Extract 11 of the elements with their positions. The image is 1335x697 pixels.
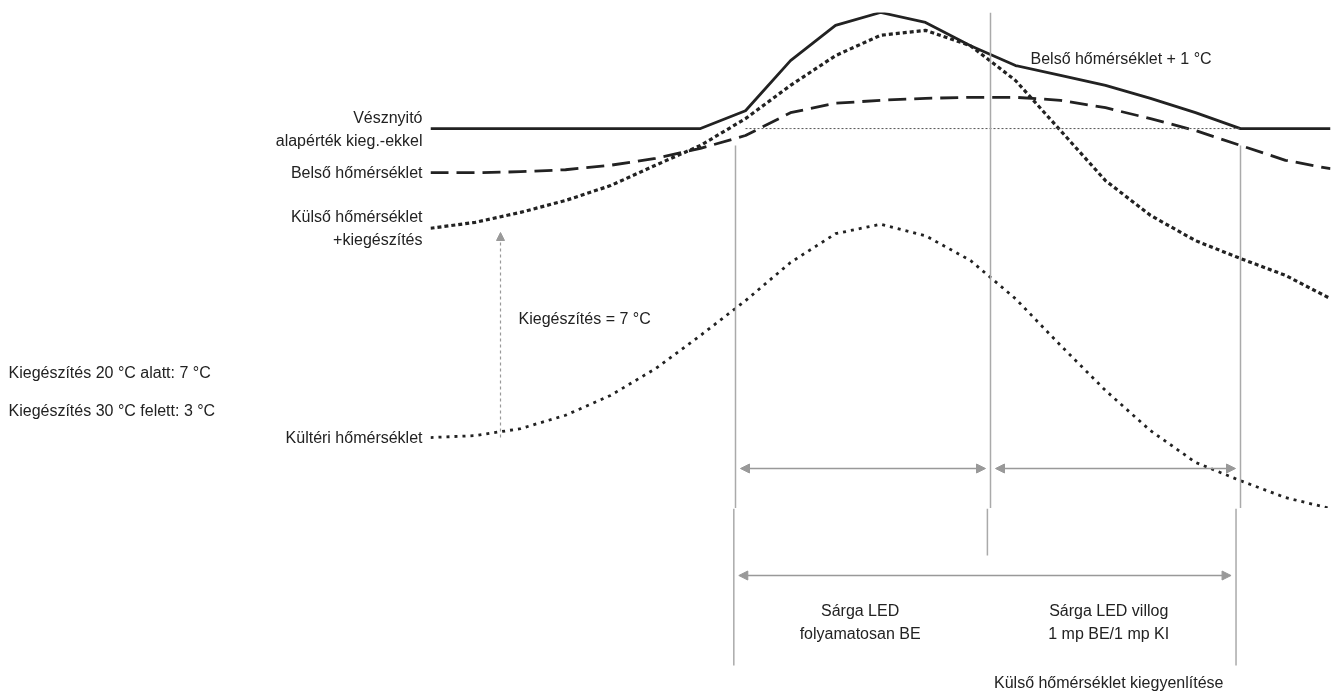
- annotation: Belső hőmérséklet + 1 °C: [1030, 50, 1212, 67]
- series-label: Külső hőmérséklet +kiegészítés: [290, 208, 424, 249]
- text: Sárga LED folyamatosan BE: [799, 601, 921, 642]
- text: Sárga LED villog 1 mp BE/1 mp KI: [1048, 601, 1170, 642]
- text: Kiegészítés 30 °C felett: 3 °C: [8, 402, 216, 419]
- text: Külső hőmérséklet kiegyenlítése: [994, 674, 1224, 691]
- text: Kiegészítés 20 °C alatt: 7 °C: [8, 364, 211, 381]
- series-label: Kültéri hőmérséklet: [285, 429, 424, 447]
- series-label: Belső hőmérséklet: [290, 164, 424, 182]
- series-label: Vésznyitó alapérték kieg.-ekkel: [275, 108, 423, 149]
- annotation: Kiegészítés = 7 °C: [518, 310, 651, 327]
